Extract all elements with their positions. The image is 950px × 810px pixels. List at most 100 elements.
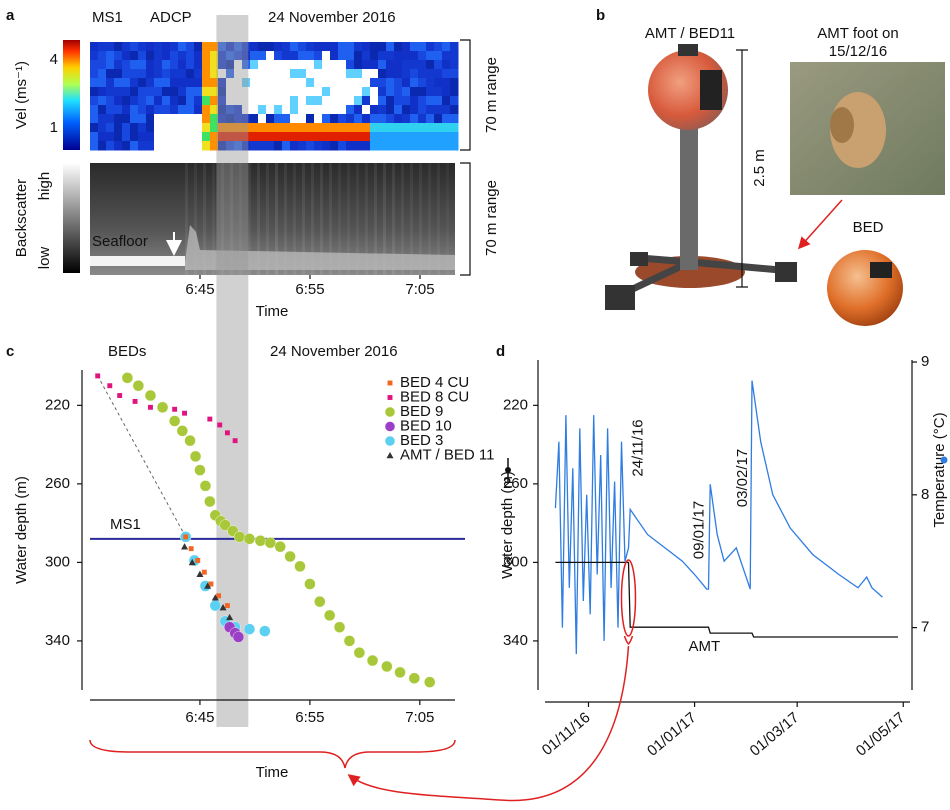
velocity-cell [338,141,347,151]
amt-foot [630,252,648,266]
velocity-cell [258,132,267,142]
velocity-cell [274,87,283,97]
velocity-cell [346,51,355,61]
velocity-cell [154,51,163,61]
velocity-cell [298,141,307,151]
velocity-cell [170,105,179,115]
velocity-cell [218,78,227,88]
velocity-cell [226,141,235,151]
velocity-cell [146,60,155,70]
legend-marker [384,435,396,447]
velocity-cell [210,123,219,133]
data-point [208,581,214,587]
bracket [623,635,634,646]
velocity-cell [354,51,363,61]
velocity-cell [242,141,251,151]
velocity-cell [178,105,187,115]
data-point [304,578,316,590]
velocity-cell [266,42,275,52]
velocity-cell [386,105,395,115]
velocity-cell [90,123,99,133]
velocity-cell [410,69,419,79]
event-annotation: 09/01/17 [690,501,707,559]
velocity-cell [234,51,243,61]
velocity-cell [322,42,331,52]
instrument-label: ADCP [150,9,192,26]
velocity-cell [210,114,219,124]
velocity-cell [218,69,227,79]
velocity-cell [322,123,331,133]
data-point [333,621,346,633]
y2label-key [940,456,948,464]
velocity-cell [346,141,355,151]
velocity-cell [426,42,435,52]
backscatter-streak [437,163,440,275]
velocity-cell [178,123,187,133]
range-label: 70 m range [483,180,500,256]
velocity-cell [282,132,291,142]
velocity-cell [138,114,147,124]
velocity-cell [450,51,459,61]
velocity-cell [250,132,259,142]
velocity-cell [314,87,323,97]
velocity-cell [122,141,131,151]
data-point [216,593,222,599]
velocity-cell [274,69,283,79]
velocity-cell [210,78,219,88]
velocity-cell [282,141,291,151]
panel-label: a [6,7,15,24]
velocity-cell [258,78,267,88]
link-arrow [347,645,630,802]
velocity-cell [306,96,315,106]
velocity-cell [162,51,171,61]
velocity-cell [450,87,459,97]
velocity-cell [250,60,259,70]
data-point [148,404,153,410]
backscatter-streak [347,163,350,275]
velocity-cell [266,132,275,142]
y2-tick-label: 7 [921,619,929,636]
velocity-cell [130,96,139,106]
velocity-cell [346,42,355,52]
range-bracket [460,162,471,276]
velocity-cell [210,87,219,97]
velocity-cell [90,78,99,88]
data-point [323,609,336,622]
velocity-cell [162,114,171,124]
axis-title: Time [256,303,289,320]
velocity-cell [426,87,435,97]
time-tick-label: 6:45 [185,281,214,298]
y-tick-label: 340 [45,632,70,649]
data-point [243,623,256,635]
data-point [219,519,231,531]
velocity-cell [410,42,419,52]
velocity-cell [130,69,139,79]
velocity-cell [442,51,451,61]
velocity-cell [186,96,195,106]
data-point [233,531,246,543]
data-point [314,595,326,608]
velocity-cell [162,96,171,106]
velocity-cell [362,69,371,79]
velocity-cell [186,105,195,115]
velocity-cell [106,69,115,79]
velocity-cell [394,78,403,88]
backscatter-streak [338,163,341,275]
velocity-cell [210,60,219,70]
velocity-cell [218,141,227,151]
chart-subtitle: BEDs [108,343,146,360]
velocity-cell [370,123,379,133]
data-point [204,495,216,508]
velocity-cell [138,96,147,106]
velocity-cell [442,42,451,52]
velocity-cell [226,87,235,97]
velocity-cell [90,96,99,106]
velocity-cell [106,60,115,70]
data-point [207,416,213,422]
velocity-cell [186,123,195,133]
velocity-cell [106,114,115,124]
data-point [232,438,238,444]
velocity-cell [442,96,451,106]
velocity-cell [386,123,395,133]
velocity-cell [242,69,251,79]
